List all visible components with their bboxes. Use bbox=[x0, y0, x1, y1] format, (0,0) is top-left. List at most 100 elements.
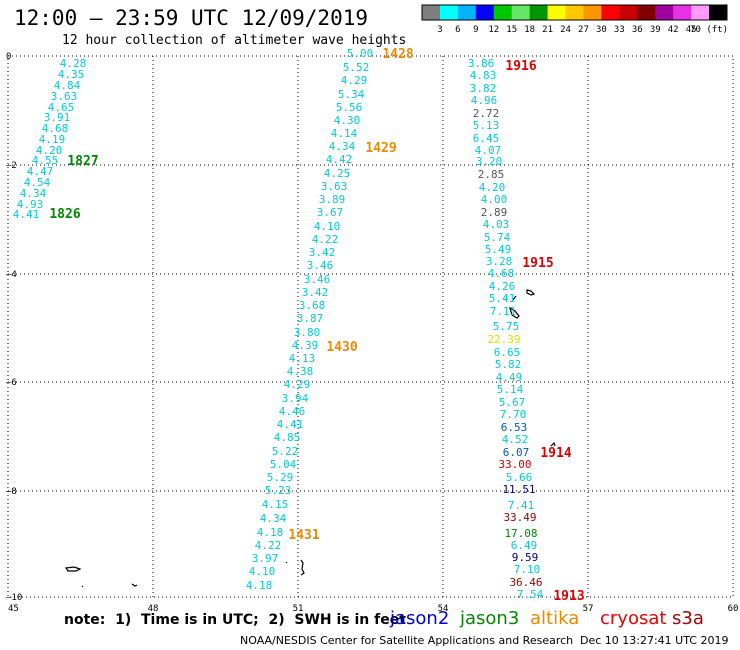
wave-height-value: 6.45 bbox=[473, 132, 500, 145]
axis-ticks: 45 48 51 54 57 60 0 –2 –4 –6 –8 –10 bbox=[6, 52, 738, 614]
colorbar-swatch bbox=[601, 5, 620, 20]
wave-height-value: 9.59 bbox=[512, 551, 539, 564]
colorbar-label: 33 bbox=[614, 25, 625, 35]
x-tick-label: 48 bbox=[148, 604, 159, 614]
wave-height-value: 4.30 bbox=[334, 114, 361, 127]
wave-height-value: 4.34 bbox=[329, 140, 356, 153]
wave-height-value: 4.18 bbox=[246, 579, 273, 592]
wave-height-value: 3.28 bbox=[486, 255, 513, 268]
wave-height-value: 3.67 bbox=[317, 206, 344, 219]
wave-height-value: 4.96 bbox=[471, 94, 498, 107]
map-grid bbox=[7, 55, 734, 598]
wave-height-value: 4.65 bbox=[48, 101, 75, 114]
wave-height-value: 4.54 bbox=[24, 176, 51, 189]
wave-height-value: 4.10 bbox=[314, 220, 341, 233]
wave-height-value: 4.68 bbox=[488, 267, 515, 280]
wave-height-value: 3.42 bbox=[302, 286, 329, 299]
wave-height-value: 5.13 bbox=[473, 119, 500, 132]
wave-height-value: 5.29 bbox=[267, 471, 294, 484]
pass-time-label: 1430 bbox=[326, 340, 357, 355]
wave-height-value: 3.82 bbox=[470, 82, 497, 95]
wave-height-value: 4.19 bbox=[39, 133, 66, 146]
wave-height-value: 3.91 bbox=[44, 111, 71, 124]
wave-height-value: 33.00 bbox=[498, 458, 531, 471]
colorbar-label: 3 bbox=[437, 25, 442, 35]
wave-height-value: 5.23 bbox=[265, 484, 292, 497]
wave-height-value: 4.55 bbox=[32, 154, 59, 167]
wave-height-value: 7.11 bbox=[490, 305, 517, 318]
wave-height-value: 5.75 bbox=[493, 320, 520, 333]
colorbar-label: 21 bbox=[542, 25, 553, 35]
colorbar-label: 9 bbox=[473, 25, 478, 35]
wave-height-value: 5.82 bbox=[495, 358, 522, 371]
page-title: 12:00 – 23:59 UTC 12/09/2019 bbox=[14, 6, 369, 30]
wave-height-value: 4.26 bbox=[489, 280, 516, 293]
legend-jason2: jason2 bbox=[390, 608, 450, 629]
wave-height-value: 3.63 bbox=[321, 180, 348, 193]
wave-height-value: 4.41 bbox=[13, 208, 40, 221]
wave-height-value: 4.84 bbox=[54, 79, 81, 92]
wave-height-value: 3.89 bbox=[319, 193, 346, 206]
colorbar-swatch bbox=[583, 5, 602, 20]
x-tick-label: 60 bbox=[728, 604, 739, 614]
legend-s3a: s3a bbox=[672, 608, 704, 629]
x-tick-label: 51 bbox=[293, 604, 304, 614]
y-tick-label: –10 bbox=[6, 593, 22, 603]
wave-height-value: 3.86 bbox=[468, 57, 495, 70]
wave-height-value: 2.85 bbox=[478, 168, 505, 181]
wave-height-value: 22.39 bbox=[487, 333, 520, 346]
wave-height-value: 4.49 bbox=[496, 371, 523, 384]
track-1913-1916: 3.864.833.824.962.725.136.454.073.202.85… bbox=[468, 57, 585, 604]
wave-height-value: 4.28 bbox=[60, 57, 87, 70]
wave-height-value: 2.89 bbox=[481, 206, 508, 219]
page-subtitle: 12 hour collection of altimeter wave hei… bbox=[62, 33, 407, 48]
pass-time-label: 1429 bbox=[365, 141, 396, 156]
wave-height-value: 17.08 bbox=[504, 527, 537, 540]
wave-height-value: 3.68 bbox=[299, 299, 326, 312]
x-tick-label: 57 bbox=[583, 604, 594, 614]
colorbar-swatch bbox=[709, 5, 728, 20]
wave-height-value: 5.67 bbox=[499, 396, 526, 409]
map-frame bbox=[7, 55, 734, 598]
y-tick-label: 0 bbox=[6, 52, 11, 62]
y-tick-label: –2 bbox=[6, 161, 17, 171]
wave-height-value: 4.52 bbox=[502, 433, 529, 446]
wave-height-value: 4.83 bbox=[470, 69, 497, 82]
colorbar-label: 70 (ft) bbox=[690, 25, 728, 35]
wave-height-value: 3.87 bbox=[297, 312, 324, 325]
wave-height-value: 4.18 bbox=[257, 526, 284, 539]
wave-height-value: 4.20 bbox=[479, 181, 506, 194]
wave-height-value: 4.85 bbox=[274, 431, 301, 444]
wave-height-value: 4.93 bbox=[17, 198, 44, 211]
wave-height-value: 4.25 bbox=[324, 167, 351, 180]
wave-height-value: 4.15 bbox=[262, 498, 289, 511]
wave-height-tracks: 4.284.354.84 3.63 4.653.91 4.68 4.19 4.20 4.55… bbox=[13, 47, 585, 604]
wave-height-value: 4.00 bbox=[481, 193, 508, 206]
colorbar-swatch bbox=[655, 5, 674, 20]
colorbar-swatch bbox=[565, 5, 584, 20]
colorbar-label: 39 bbox=[650, 25, 661, 35]
wave-height-value: 3.46 bbox=[304, 273, 331, 286]
wave-height-value: 5.22 bbox=[272, 445, 299, 458]
wave-height-value: 7.10 bbox=[514, 563, 541, 576]
pass-time-label: 1916 bbox=[505, 59, 536, 74]
y-tick-label: –8 bbox=[6, 487, 17, 497]
colorbar-label: 6 bbox=[455, 25, 460, 35]
colorbar-swatch bbox=[637, 5, 656, 20]
colorbar-label: 24 bbox=[560, 25, 571, 35]
wave-height-value: 4.41 bbox=[277, 418, 304, 431]
wave-height-value: 3.46 bbox=[307, 259, 334, 272]
colorbar-swatch bbox=[673, 5, 692, 20]
wave-height-value: 2.72 bbox=[473, 107, 500, 120]
wave-height-value: 5.66 bbox=[506, 471, 533, 484]
wave-height-value: 6.65 bbox=[494, 346, 521, 359]
wave-height-value: 4.47 bbox=[27, 165, 54, 178]
wave-height-value: 36.46 bbox=[509, 576, 542, 589]
colorbar-swatch bbox=[457, 5, 477, 20]
wave-height-value: 3.94 bbox=[282, 392, 309, 405]
wave-height-value: 4.35 bbox=[58, 68, 85, 81]
colorbar-swatch bbox=[475, 5, 495, 20]
wave-height-value: 4.29 bbox=[284, 378, 311, 391]
wave-height-value: 4.39 bbox=[292, 339, 319, 352]
